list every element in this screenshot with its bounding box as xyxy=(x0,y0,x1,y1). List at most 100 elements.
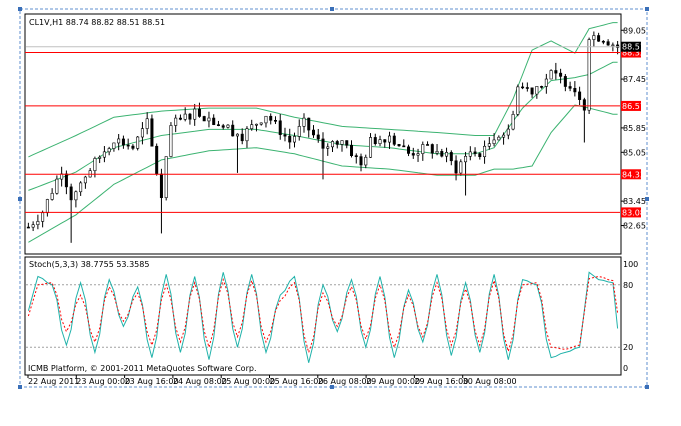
horizontal-line-label-box xyxy=(621,100,641,111)
candle-body xyxy=(121,138,125,146)
candle-body xyxy=(311,129,315,136)
stochastic-title: Stoch(5,3,3) 38.7755 53.3585 xyxy=(29,260,149,269)
stochastic-pane: 100 80 20 0 Stoch(5,3,3) 38.7755 53.3585 IC… xyxy=(24,256,638,376)
candle-body xyxy=(41,212,45,222)
resize-handle-top-middle[interactable] xyxy=(330,7,334,11)
resize-handle-bottom-right[interactable] xyxy=(645,385,649,389)
horizontal-line-label-box xyxy=(621,207,641,218)
candle-body xyxy=(117,138,121,144)
candle-body xyxy=(392,135,396,145)
stochastic-signal-line xyxy=(27,275,619,355)
candle-body xyxy=(259,122,263,125)
resize-handle-top-right[interactable] xyxy=(645,7,649,11)
candle-body xyxy=(383,139,387,143)
price-tick-label: 83.45 xyxy=(623,197,646,206)
stochastic-y-axis: 100 80 20 0 xyxy=(623,260,638,373)
candle-body xyxy=(402,145,406,148)
price-tick-label: 85.85 xyxy=(623,124,646,133)
price-candles xyxy=(26,31,620,243)
candle-body xyxy=(107,148,111,153)
candle-body xyxy=(188,113,192,120)
price-tick-label: 89.05 xyxy=(623,26,646,35)
candle-body xyxy=(573,88,577,93)
candle-body xyxy=(340,140,344,145)
candle-body xyxy=(497,136,501,141)
candle-body xyxy=(331,141,335,148)
candle-body xyxy=(292,136,296,143)
candle-body xyxy=(440,151,444,157)
candle-body xyxy=(326,146,330,149)
candle-body xyxy=(521,86,525,89)
copyright-caption: ICMB Platform, © 2001-2011 MetaQuotes So… xyxy=(28,364,257,373)
candle-body xyxy=(212,117,216,125)
candle-body xyxy=(288,135,292,143)
candle-body xyxy=(169,125,173,157)
horizontal-line-label: 84.33 xyxy=(622,170,645,179)
current-price-box xyxy=(621,41,641,52)
price-pane: 88.32 86.57 84.33 83.08 89.05 87.45 85.85 85.0… xyxy=(24,13,646,255)
candle-body xyxy=(483,145,487,158)
stochastic-tick-label: 20 xyxy=(623,343,633,352)
stochastic-tick-label: 80 xyxy=(623,281,633,290)
candle-body xyxy=(264,115,268,124)
candle-body xyxy=(554,70,558,74)
candle-body xyxy=(568,86,572,89)
candle-body xyxy=(207,117,211,122)
stochastic-main-line xyxy=(27,271,619,363)
candle-body xyxy=(278,120,282,135)
price-tick-label: 85.05 xyxy=(623,148,646,157)
candle-body xyxy=(245,128,249,142)
candle-body xyxy=(435,151,439,154)
candle-body xyxy=(459,161,463,174)
candle-body xyxy=(426,144,430,146)
candle-body xyxy=(321,138,325,149)
candle-body xyxy=(26,226,30,229)
resize-handle-bottom-middle[interactable] xyxy=(330,385,334,389)
horizontal-line-label-box xyxy=(621,47,641,58)
candle-body xyxy=(502,134,506,138)
candle-body xyxy=(378,139,382,145)
candle-body xyxy=(411,153,415,156)
time-tick-label: 24 Aug 08:00 xyxy=(173,377,227,386)
resize-handle-bottom-left[interactable] xyxy=(18,385,22,389)
chart-title: CL1V,H1 88.74 88.82 88.51 88.51 xyxy=(29,18,165,27)
price-y-axis: 89.05 87.45 85.85 85.05 83.45 82.65 xyxy=(621,26,646,231)
candle-body xyxy=(468,151,472,157)
candle-body xyxy=(516,86,520,115)
candle-body xyxy=(197,108,201,117)
candle-body xyxy=(155,145,159,175)
candle-body xyxy=(150,118,154,147)
horizontal-line-label: 83.08 xyxy=(622,208,645,217)
candle-body xyxy=(454,160,458,174)
resize-handle-middle-left[interactable] xyxy=(18,197,22,201)
candle-body xyxy=(178,117,182,120)
candle-body xyxy=(364,156,368,166)
candle-body xyxy=(597,35,601,42)
resize-handle-top-left[interactable] xyxy=(18,7,22,11)
candle-body xyxy=(254,123,258,126)
stochastic-tick-label: 100 xyxy=(623,260,638,269)
candle-body xyxy=(416,153,420,156)
candle-body xyxy=(297,126,301,137)
candle-body xyxy=(388,135,392,143)
candle-body xyxy=(487,143,491,147)
candle-body xyxy=(511,114,515,130)
price-tick-label: 82.65 xyxy=(623,222,646,231)
candle-body xyxy=(98,156,102,159)
bollinger-upper-line xyxy=(28,22,618,158)
candle-body xyxy=(159,173,163,198)
candle-body xyxy=(55,178,59,194)
time-tick-label: 23 Aug 00:00 xyxy=(76,377,130,386)
candle-body xyxy=(221,125,225,128)
candle-body xyxy=(549,70,553,80)
resize-handle-middle-right[interactable] xyxy=(645,197,649,201)
price-tick-label: 87.45 xyxy=(623,75,646,84)
candle-body xyxy=(136,136,140,149)
time-tick-label: 29 Aug 16:00 xyxy=(414,377,468,386)
candle-body xyxy=(478,153,482,158)
horizontal-line-label: 86.57 xyxy=(622,102,645,111)
time-tick-label: 22 Aug 2011 xyxy=(28,377,79,386)
candle-body xyxy=(202,116,206,122)
stochastic-tick-label: 0 xyxy=(623,364,628,373)
